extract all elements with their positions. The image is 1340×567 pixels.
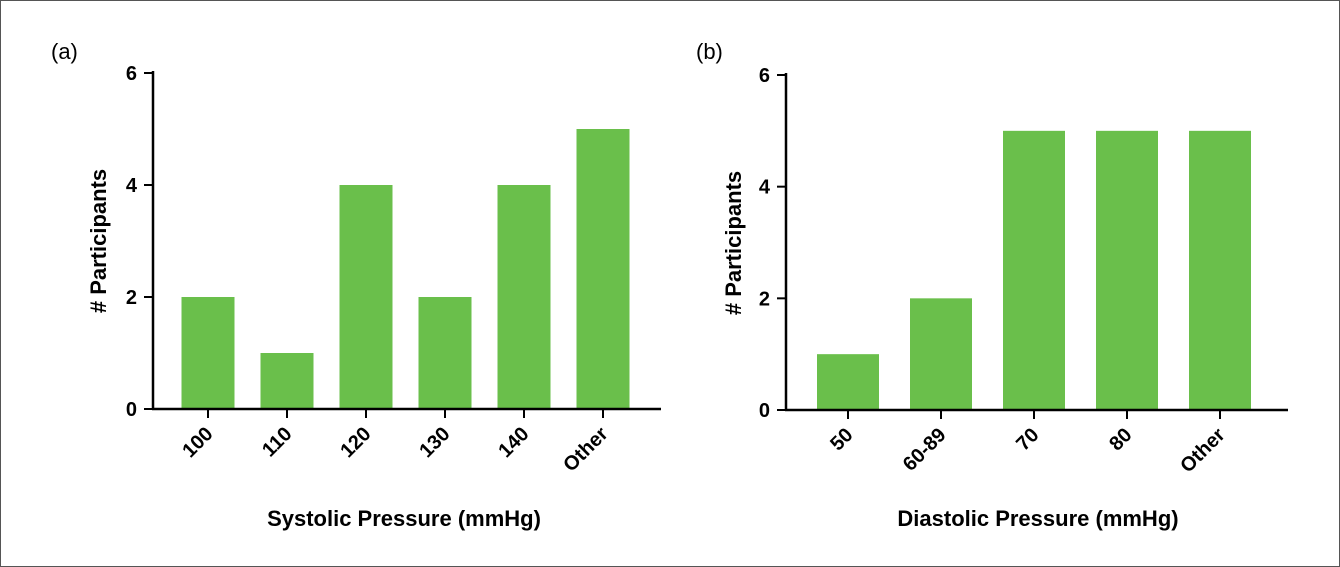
y-tick-label: 0 — [759, 400, 770, 422]
y-tick-label: 2 — [126, 287, 137, 309]
x-axis-title: Diastolic Pressure (mmHg) — [897, 506, 1178, 531]
x-tick-label: 100 — [178, 423, 217, 462]
chart-panel-b: (b) # Participants Diastolic Pressure (m… — [696, 39, 1288, 531]
x-tick-label: Other — [1176, 424, 1229, 477]
x-tick-label: 50 — [826, 424, 857, 455]
bar-110 — [260, 353, 314, 409]
y-tick-label: 6 — [759, 65, 770, 87]
x-tick-label: 60-89 — [899, 424, 951, 476]
bar-Other — [576, 129, 630, 409]
bar-80 — [1096, 130, 1158, 411]
bar-100 — [181, 297, 235, 409]
bar-60-89 — [910, 298, 972, 410]
x-tick-label: 130 — [415, 423, 454, 462]
x-tick-label: 80 — [1105, 424, 1136, 455]
x-tick-label: 70 — [1012, 424, 1043, 455]
bar-140 — [497, 185, 551, 409]
x-tick-label: 120 — [336, 423, 375, 462]
x-tick-label: 140 — [494, 423, 533, 462]
bar-120 — [339, 185, 393, 409]
panel-label: (b) — [696, 39, 723, 64]
panel-label: (a) — [51, 39, 78, 64]
bar-Other — [1189, 130, 1251, 411]
y-axis-title: # Participants — [721, 171, 746, 315]
bar-70 — [1003, 130, 1065, 411]
y-tick-label: 6 — [126, 63, 137, 85]
x-tick-label: Other — [559, 423, 612, 476]
bar-130 — [418, 297, 472, 409]
y-tick-label: 2 — [759, 288, 770, 310]
x-axis-title: Systolic Pressure (mmHg) — [267, 506, 541, 531]
bar-50 — [817, 354, 879, 410]
y-tick-label: 0 — [126, 399, 137, 421]
y-axis-title: # Participants — [86, 169, 111, 313]
x-tick-label: 110 — [258, 423, 296, 461]
y-tick-label: 4 — [126, 175, 138, 197]
chart-panel-a: (a) # Participants Systolic Pressure (mm… — [51, 39, 661, 531]
y-tick-label: 4 — [759, 177, 771, 199]
